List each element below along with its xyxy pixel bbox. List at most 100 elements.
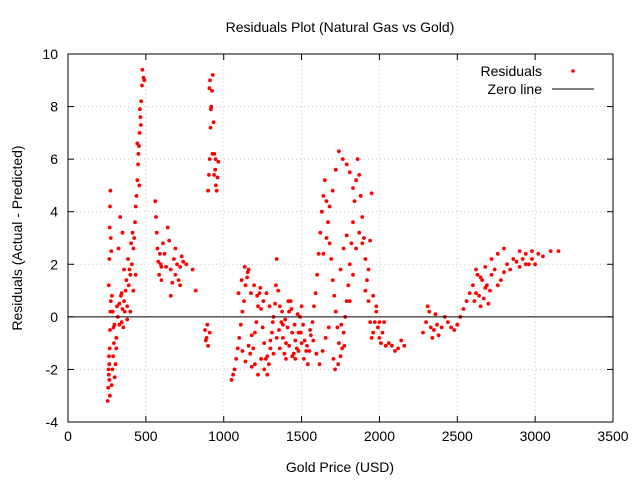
residual-point (340, 346, 344, 351)
residual-point (514, 259, 519, 264)
residual-point (108, 328, 112, 332)
residual-point (107, 354, 111, 359)
residual-point (330, 278, 335, 282)
residual-point (270, 330, 274, 335)
residual-point (110, 367, 115, 372)
residual-point (489, 257, 494, 261)
residual-point (333, 367, 337, 372)
residual-point (106, 372, 111, 377)
residual-point (368, 320, 372, 324)
residual-point (323, 178, 327, 183)
residual-point (274, 283, 278, 288)
residual-point (234, 357, 239, 361)
residual-point (236, 291, 241, 296)
residual-point (267, 362, 271, 367)
residual-point (326, 325, 331, 330)
y-tick-label: 8 (50, 99, 58, 115)
residual-point (112, 322, 117, 327)
residual-point (317, 362, 322, 367)
residual-point (251, 346, 256, 351)
residual-point (505, 262, 509, 267)
plot-frame (67, 53, 614, 423)
residual-point (274, 257, 279, 261)
residual-point (257, 291, 262, 296)
residual-point (271, 351, 276, 356)
residual-point (190, 267, 195, 272)
residual-point (134, 194, 139, 198)
residual-point (210, 152, 215, 156)
residual-point (347, 170, 352, 175)
residual-point (371, 330, 376, 335)
residual-point (240, 309, 245, 314)
residual-point (302, 338, 307, 343)
residual-point (390, 343, 394, 348)
residual-point (106, 367, 111, 372)
residual-point (210, 88, 214, 93)
residual-point (107, 257, 112, 261)
y-tick-label: 0 (50, 309, 58, 325)
residual-point (248, 351, 253, 356)
residual-point (337, 341, 341, 345)
residual-point (488, 288, 492, 293)
residual-point (340, 157, 345, 162)
y-tick-label: 2 (50, 256, 58, 272)
residual-point (342, 343, 347, 348)
residual-point (446, 320, 450, 324)
residual-point (481, 296, 486, 301)
residual-point (133, 204, 138, 209)
residual-point (277, 304, 282, 309)
residual-point (285, 325, 290, 330)
residual-point (265, 354, 270, 359)
residual-point (239, 278, 244, 282)
residual-point (238, 322, 243, 327)
residual-point (346, 283, 351, 288)
residual-point (508, 267, 513, 272)
residual-point (360, 241, 365, 246)
residual-point (357, 230, 362, 235)
residual-point (207, 330, 212, 335)
residual-point (212, 173, 217, 177)
residual-point (210, 73, 215, 77)
residual-point (133, 220, 137, 225)
residual-point (351, 220, 355, 225)
residual-point (377, 336, 382, 340)
residual-point (477, 293, 481, 298)
residual-point (112, 341, 116, 345)
residual-point (327, 241, 332, 246)
residual-point (181, 259, 186, 264)
residual-point (374, 309, 379, 314)
residual-point (173, 246, 178, 251)
residual-point (205, 322, 210, 327)
residual-point (121, 325, 126, 330)
residual-point (354, 246, 358, 251)
residual-point (130, 230, 135, 235)
residual-point (344, 162, 349, 167)
residual-point (321, 251, 326, 256)
residual-point (116, 246, 121, 251)
residual-point (339, 322, 344, 327)
residual-point (106, 283, 111, 288)
residual-point (282, 351, 287, 356)
residual-point (252, 283, 256, 288)
residual-point (107, 378, 112, 382)
residual-point (246, 343, 251, 348)
residual-point (110, 293, 114, 298)
residual-point (430, 336, 435, 340)
residual-point (321, 194, 326, 198)
residual-point (207, 86, 212, 91)
residual-point (337, 149, 341, 154)
residual-point (120, 307, 125, 311)
residual-point (276, 288, 281, 293)
residual-point (376, 325, 380, 330)
legend-point-icon (571, 69, 575, 73)
residual-point (335, 325, 340, 330)
residual-point (235, 346, 240, 351)
residual-point (157, 272, 162, 277)
residual-point (125, 317, 130, 322)
residual-point (380, 330, 385, 335)
residual-point (435, 322, 439, 327)
residual-point (341, 330, 346, 335)
residual-point (351, 272, 355, 277)
residual-point (261, 299, 266, 303)
